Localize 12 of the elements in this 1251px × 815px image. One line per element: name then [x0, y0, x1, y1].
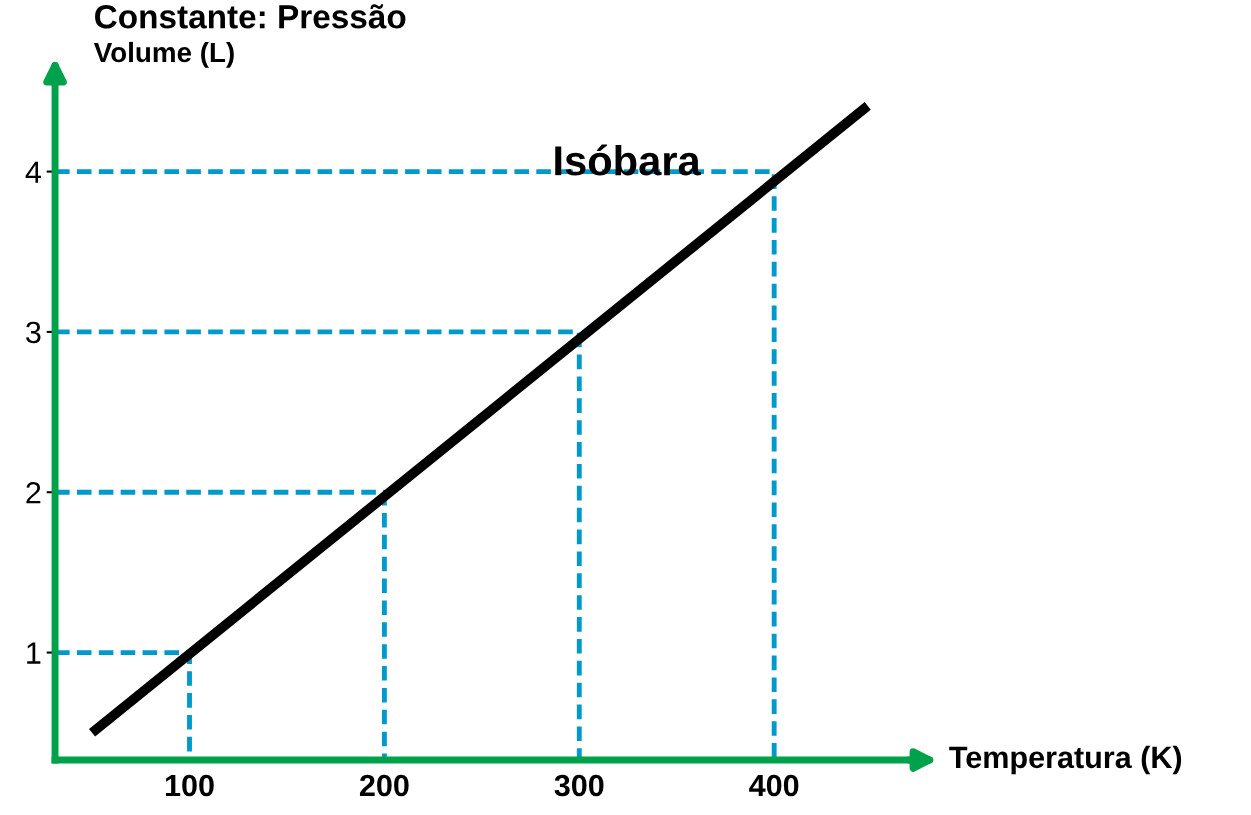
y-tick-label: 4	[25, 161, 41, 183]
x-tick-label: 100	[165, 774, 214, 797]
x-axis-title: Temperatura (K)	[949, 745, 1182, 775]
annotation: Isóbara	[555, 144, 701, 176]
chart-title: Constante: Pressão	[95, 4, 406, 29]
y-axis-title: Volume (L)	[93, 41, 234, 68]
x-tick-label: 300	[554, 774, 604, 797]
y-tick-label: 3	[26, 321, 41, 344]
x-tick-label: 200	[359, 774, 409, 797]
x-tick-label: 400	[749, 774, 799, 797]
y-tick-label: 2	[26, 481, 41, 504]
y-tick-label: 1	[27, 642, 41, 664]
